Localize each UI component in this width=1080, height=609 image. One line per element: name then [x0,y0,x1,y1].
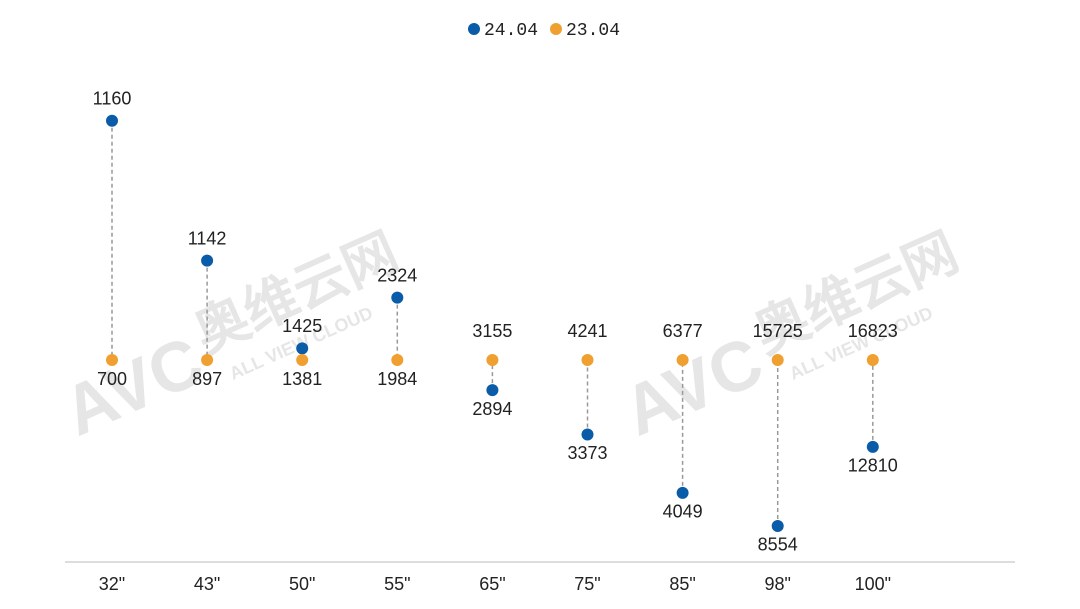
watermark-logo: AVC [52,321,214,450]
legend-marker [550,23,562,35]
dot [296,342,309,355]
data-label: 700 [97,369,127,389]
legend-label: 24.04 [484,21,538,41]
data-label: 4241 [567,321,607,341]
x-tick-label: 32" [99,574,125,594]
data-label: 8554 [758,535,798,555]
data-label: 2324 [377,265,417,285]
data-label: 1425 [282,316,322,336]
data-label: 16823 [848,321,898,341]
legend-label: 23.04 [566,21,620,41]
data-label: 3155 [472,321,512,341]
x-tick-label: 55" [384,574,410,594]
data-label: 2894 [472,399,512,419]
dot [866,354,879,366]
dot [771,354,784,366]
dot [676,354,689,366]
dot [486,384,499,397]
dot [391,291,404,304]
data-label: 3373 [567,443,607,463]
dot [866,440,879,453]
data-label: 4049 [663,502,703,522]
dot [201,354,214,366]
dot [581,354,594,366]
dot [201,254,214,267]
data-label: 12810 [848,456,898,476]
dot [581,428,594,441]
dot [486,354,499,366]
dot [106,354,118,366]
dot [391,354,404,366]
x-tick-label: 98" [764,574,790,594]
watermark: AVC 奥维云网 ALL VIEW CLOUD [52,222,407,451]
x-tick-label: 85" [669,574,695,594]
data-label: 897 [192,369,222,389]
data-label: 15725 [753,321,803,341]
dot [676,486,689,499]
x-tick-label: 75" [574,574,600,594]
dot [106,114,118,127]
x-tick-label: 50" [289,574,315,594]
data-label: 1984 [377,369,417,389]
x-tick-label: 43" [194,574,220,594]
data-label: 1381 [282,369,322,389]
data-label: 1142 [188,228,227,248]
dot [296,354,309,366]
data-label: 1160 [93,89,132,109]
legend-marker [468,23,480,35]
x-tick-label: 100" [855,574,891,594]
data-label: 6377 [663,321,703,341]
x-tick-label: 65" [479,574,505,594]
dot [771,519,784,532]
